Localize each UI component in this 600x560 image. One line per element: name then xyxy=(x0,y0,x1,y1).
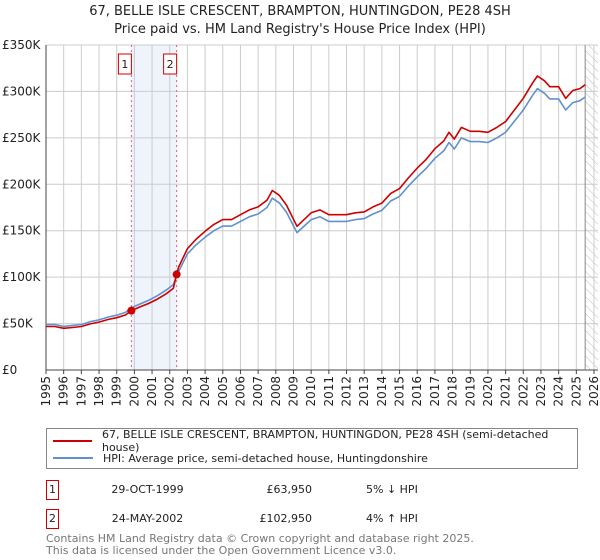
x-tick-label: 2023 xyxy=(534,376,548,407)
sale-marker-label: 1 xyxy=(121,58,128,71)
footer-licence: This data is licensed under the Open Gov… xyxy=(46,544,397,557)
x-tick-label: 2011 xyxy=(322,376,336,407)
y-tick-label: £150K xyxy=(2,224,42,238)
y-tick-label: £0 xyxy=(2,363,17,377)
property-price-line xyxy=(46,75,586,330)
legend: 67, BELLE ISLE CRESCENT, BRAMPTON, HUNTI… xyxy=(46,428,578,469)
sale-marker-box xyxy=(117,53,132,75)
x-tick-label: 2013 xyxy=(357,376,371,407)
x-tick-label: 1997 xyxy=(74,376,88,407)
y-tick-label: £200K xyxy=(2,177,42,191)
transaction-hpi-diff: 5% ↓ HPI xyxy=(366,483,418,496)
legend-swatch-blue xyxy=(53,457,93,459)
x-tick-label: 2001 xyxy=(145,376,159,407)
x-tick-label: 2000 xyxy=(127,376,141,407)
transaction-hpi-diff: 4% ↑ HPI xyxy=(366,512,418,525)
x-tick-label: 2006 xyxy=(233,376,247,407)
legend-label-hpi: HPI: Average price, semi-detached house,… xyxy=(103,451,428,465)
price-chart: 1995 1996 1997 1998 1999 2000 2001 2002 2003 2004… xyxy=(2,38,600,407)
transaction-price: £102,950 xyxy=(259,512,313,525)
footer-copyright: Contains HM Land Registry data © Crown c… xyxy=(46,532,474,545)
x-tick-label: 2025 xyxy=(569,376,583,407)
transaction-number: 2 xyxy=(46,509,59,529)
x-tick-label: 2010 xyxy=(304,376,318,407)
transaction-price: £63,950 xyxy=(266,483,313,496)
y-tick-label: £100K xyxy=(2,270,42,284)
x-tick-label: 2021 xyxy=(499,376,513,407)
sale-marker-box xyxy=(163,53,178,75)
x-tick-label: 2022 xyxy=(516,376,530,407)
footer: Contains HM Land Registry data © Crown c… xyxy=(46,533,474,557)
x-tick-label: 2005 xyxy=(216,376,230,407)
y-tick-label: £50K xyxy=(2,317,34,331)
legend-swatch-red xyxy=(53,440,92,442)
x-tick-label: 2015 xyxy=(393,376,407,407)
x-tick-label: 1995 xyxy=(39,376,53,407)
legend-item-hpi: HPI: Average price, semi-detached house,… xyxy=(53,450,428,466)
legend-item-property: 67, BELLE ISLE CRESCENT, BRAMPTON, HUNTI… xyxy=(53,428,577,454)
legend-label-property: 67, BELLE ISLE CRESCENT, BRAMPTON, HUNTI… xyxy=(101,428,549,454)
transaction-date: 24-MAY-2002 xyxy=(111,512,184,525)
x-tick-label: 2024 xyxy=(552,376,566,407)
y-tick-label: £250K xyxy=(2,131,42,145)
sale-point xyxy=(127,306,136,315)
x-tick-label: 2002 xyxy=(163,376,177,407)
sale-period-band xyxy=(131,45,177,370)
sale-marker-label: 2 xyxy=(167,58,174,71)
x-tick-label: 2016 xyxy=(410,376,424,407)
transaction-row: 1 29-OCT-1999 £63,950 5% ↓ HPI xyxy=(46,480,546,502)
x-tick-label: 2009 xyxy=(286,376,300,407)
chart-subtitle: Price paid vs. HM Land Registry's House … xyxy=(114,22,486,37)
x-tick-label: 2019 xyxy=(463,376,477,407)
hpi-line xyxy=(46,87,586,328)
x-tick-label: 2012 xyxy=(340,376,354,407)
x-tick-label: 2008 xyxy=(269,376,283,407)
x-tick-label: 2018 xyxy=(446,376,460,407)
x-tick-label: 2026 xyxy=(587,376,600,407)
x-tick-label: 1998 xyxy=(92,376,106,407)
x-tick-label: 1999 xyxy=(110,376,124,407)
x-tick-label: 2004 xyxy=(198,376,212,407)
x-tick-label: 2017 xyxy=(428,376,442,407)
x-tick-label: 2007 xyxy=(251,376,265,407)
future-hatch xyxy=(585,45,598,370)
transaction-date: 29-OCT-1999 xyxy=(111,483,184,496)
x-tick-label: 2003 xyxy=(180,376,194,407)
transaction-number: 1 xyxy=(46,480,59,500)
y-tick-label: £350K xyxy=(2,38,42,52)
x-tick-label: 2014 xyxy=(375,376,389,407)
x-tick-label: 2020 xyxy=(481,376,495,407)
y-tick-label: £300K xyxy=(2,84,42,98)
transaction-row: 2 24-MAY-2002 £102,950 4% ↑ HPI xyxy=(46,509,546,531)
sale-point xyxy=(172,270,181,279)
x-tick-label: 1996 xyxy=(57,376,71,407)
chart-title: 67, BELLE ISLE CRESCENT, BRAMPTON, HUNTI… xyxy=(89,4,511,19)
